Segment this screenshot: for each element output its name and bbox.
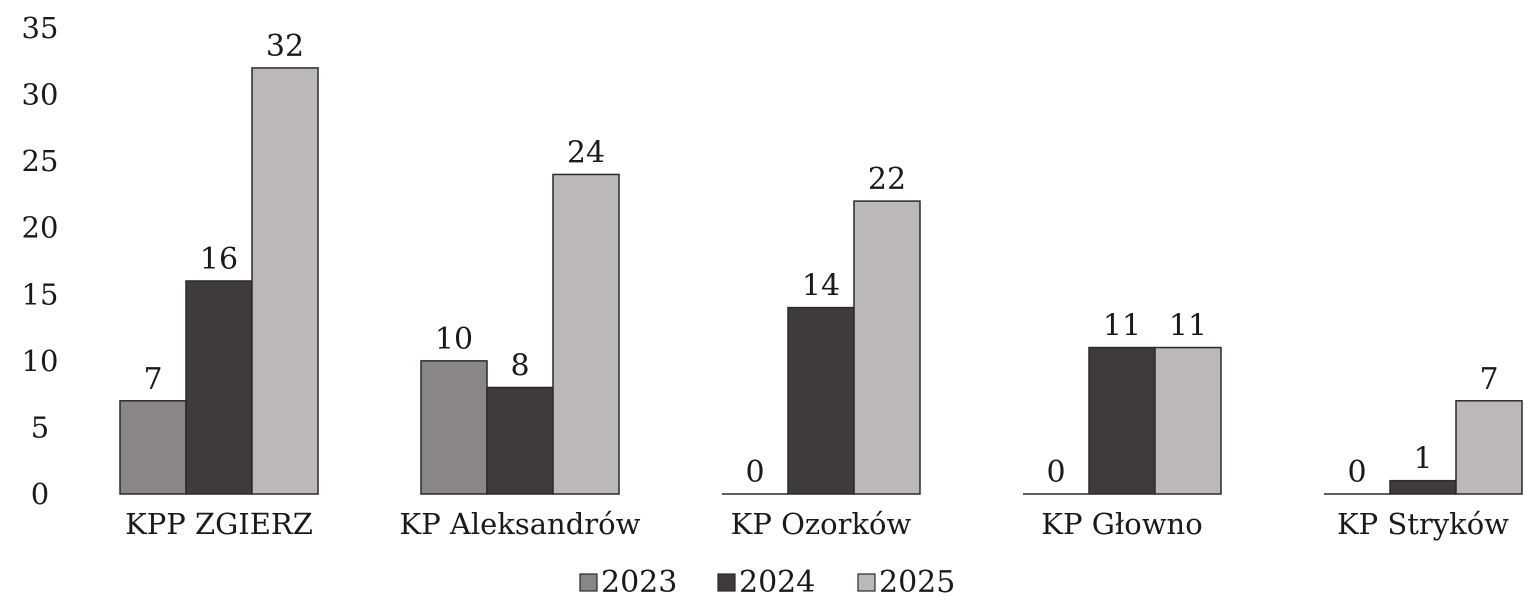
legend-swatch [857,573,876,592]
y-tick-label: 10 [22,344,59,378]
bar-2025 [1154,346,1222,495]
bar-group [722,200,921,495]
y-tick-label: 15 [22,277,59,311]
bar-2025 [251,67,319,495]
data-label: 7 [143,362,162,397]
bar-groups [119,67,1523,495]
legend-swatch [579,573,598,592]
data-label: 11 [1103,309,1141,344]
category-label: KP Stryków [1337,507,1509,541]
category-label: KPP ZGIERZ [125,507,313,541]
data-label: 7 [1479,362,1498,397]
bar-2024 [787,306,855,495]
data-labels: 7 16 32 10 8 24 0 14 22 0 11 11 0 1 7 [143,29,1498,490]
bar-2024 [185,280,253,495]
bar-2023 [420,360,488,495]
y-tick-label: 5 [31,410,49,444]
data-label: 22 [868,162,906,197]
data-label: 0 [745,455,764,490]
bar-group [119,67,319,495]
bar-2025 [552,173,620,495]
bar-2023 [119,400,187,495]
bar-group [1324,400,1523,495]
y-tick-label: 0 [31,477,49,511]
legend-label: 2024 [739,565,815,600]
y-tick-label: 30 [22,78,59,112]
data-label: 0 [1347,455,1366,490]
data-label: 10 [435,322,473,357]
data-label: 24 [567,135,605,170]
legend-label: 2023 [601,565,677,600]
bar-2024 [1389,479,1457,495]
bar-2025 [853,200,921,495]
data-label: 16 [200,242,238,277]
data-label: 1 [1413,442,1432,477]
data-label: 8 [510,348,529,383]
bar-2024 [486,386,554,495]
y-tick-label: 20 [22,211,59,245]
category-labels: KPP ZGIERZ KP Aleksandrów KP Ozorków KP Gło… [125,507,1509,541]
bar-group [1023,346,1222,495]
category-label: KP Głowno [1041,507,1202,541]
bar-group [420,173,620,495]
legend-item: 2023 [579,565,677,600]
data-label: 11 [1169,309,1207,344]
legend-item: 2024 [717,565,815,600]
category-label: KP Aleksandrów [400,507,641,541]
data-label: 0 [1046,455,1065,490]
legend-item: 2025 [857,565,955,600]
category-label: KP Ozorków [731,507,912,541]
data-label: 32 [266,29,304,64]
data-label: 14 [802,269,840,304]
legend: 2023 2024 2025 [579,565,955,600]
y-tick-label: 25 [22,144,59,178]
legend-swatch [717,573,736,592]
y-axis: 0 5 10 15 20 25 30 35 [22,11,59,511]
bar-2024 [1088,346,1156,495]
y-tick-label: 35 [22,11,59,45]
legend-label: 2025 [879,565,955,600]
bar-2025 [1455,400,1523,495]
